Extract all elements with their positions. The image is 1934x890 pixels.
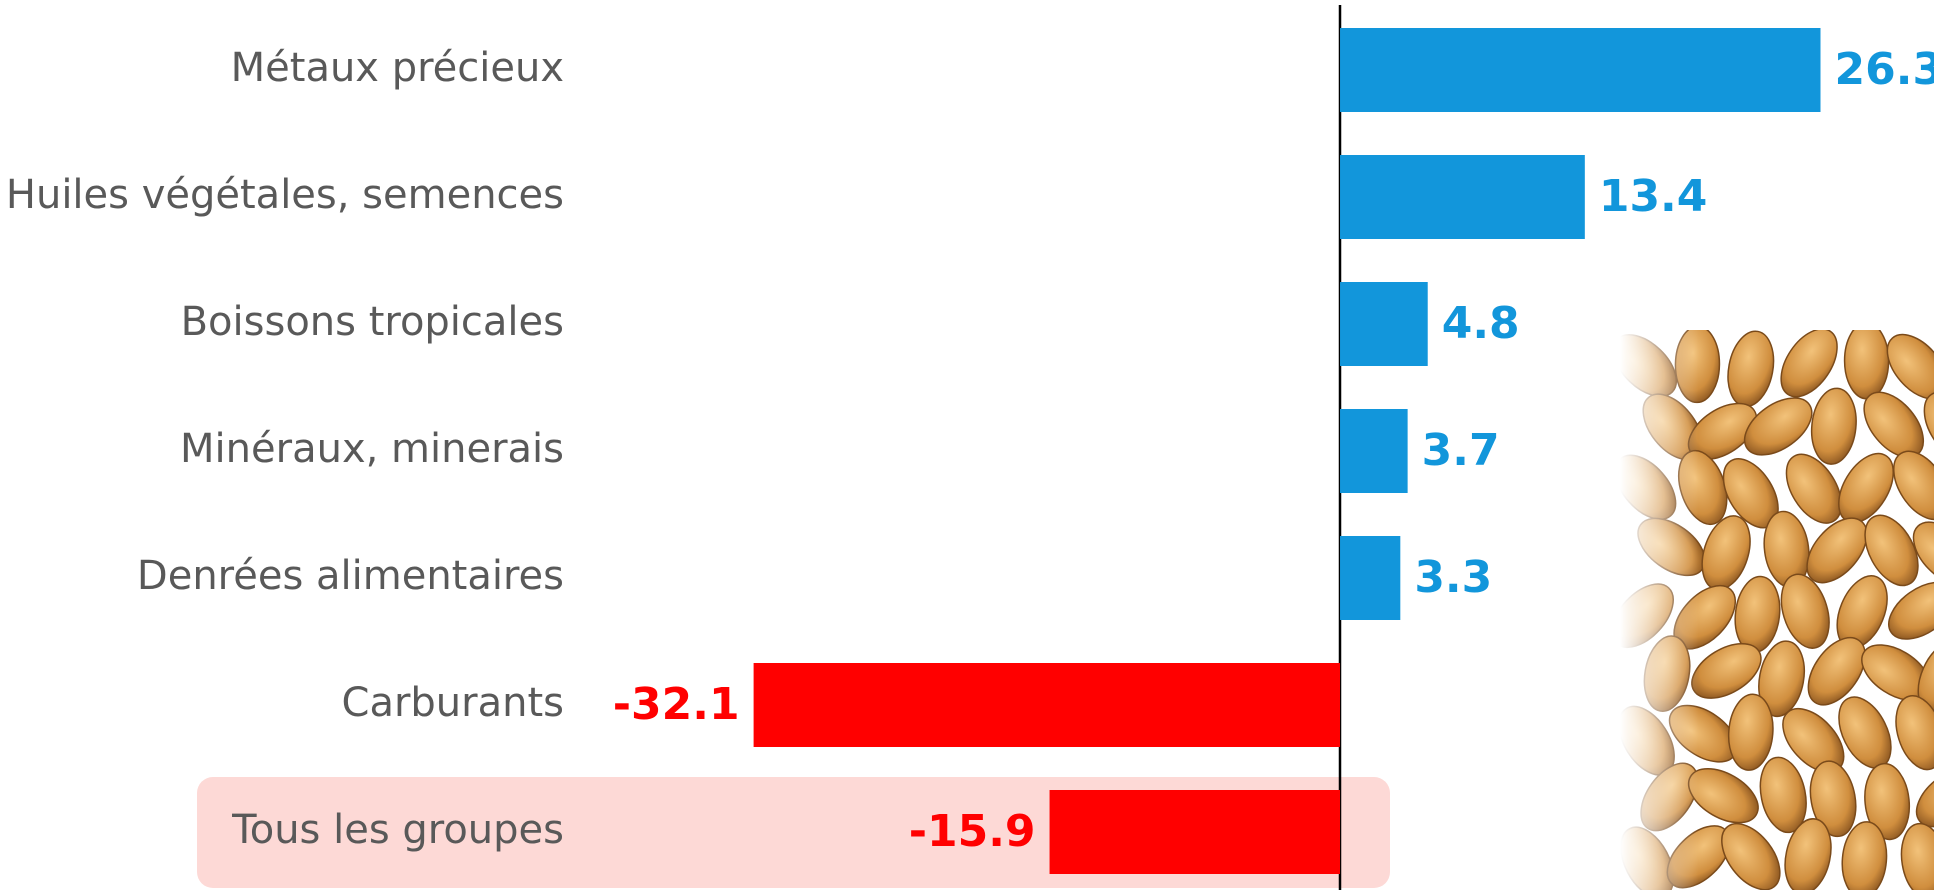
category-label: Carburants <box>342 680 564 726</box>
value-label: 3.3 <box>1414 552 1492 603</box>
value-label: 26.3 <box>1835 44 1934 95</box>
category-label: Denrées alimentaires <box>137 553 564 599</box>
category-label: Métaux précieux <box>231 45 564 91</box>
bar <box>1340 282 1428 366</box>
bar <box>1340 155 1585 239</box>
category-label: Boissons tropicales <box>181 299 564 345</box>
value-label: 4.8 <box>1442 298 1520 349</box>
wheat-grain <box>1675 326 1720 403</box>
bar <box>1340 409 1408 493</box>
wheat-picture <box>1601 319 1934 890</box>
value-label: 13.4 <box>1599 171 1708 222</box>
value-label: -15.9 <box>909 806 1036 857</box>
category-label: Minéraux, minerais <box>180 426 564 472</box>
wheat-grain <box>1888 690 1934 776</box>
wheat-grain <box>1808 386 1860 466</box>
category-label: Huiles végétales, semences <box>6 172 564 218</box>
bar <box>1340 536 1400 620</box>
chart: Métaux précieux 26.3 Huiles végétales, sem… <box>0 0 1934 890</box>
page: Métaux précieux 26.3 Huiles végétales, sem… <box>0 0 1934 890</box>
wheat-grain <box>1731 574 1783 654</box>
bar <box>1340 28 1820 112</box>
bar <box>1050 790 1340 874</box>
value-label: 3.7 <box>1422 425 1500 476</box>
bar <box>754 663 1340 747</box>
wheat-grain <box>1844 323 1888 399</box>
category-label: Tous les groupes <box>231 807 564 853</box>
wheat-grain <box>1722 327 1779 410</box>
value-label: -32.1 <box>613 679 740 730</box>
